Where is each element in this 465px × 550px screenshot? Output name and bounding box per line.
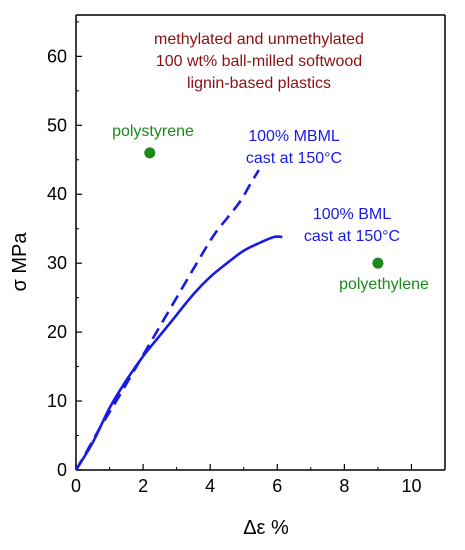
- polyethylene-point: [372, 257, 384, 269]
- reference-points: [144, 147, 384, 269]
- mbml-label-line-1: 100% MBML: [248, 128, 340, 145]
- chart-title-line-2: 100 wt% ball-milled softwood: [156, 53, 362, 70]
- y-tick-label: 60: [47, 46, 67, 66]
- ticks: 0 2 4 6 8 10 0 10 20 30 40 50 60: [47, 21, 421, 496]
- chart-title-line-1: methylated and unmethylated: [154, 31, 364, 48]
- bml-label-line-1: 100% BML: [313, 206, 391, 223]
- x-tick-label: 0: [71, 476, 81, 496]
- y-axis-title: σ MPa: [9, 232, 31, 292]
- x-tick-label: 2: [138, 476, 148, 496]
- y-tick-label: 20: [47, 322, 67, 342]
- mbml-label-line-2: cast at 150°C: [246, 150, 342, 167]
- y-tick-label: 10: [47, 391, 67, 411]
- y-tick-label: 50: [47, 115, 67, 135]
- x-tick-label: 8: [339, 476, 349, 496]
- annotations: methylated and unmethylated 100 wt% ball…: [9, 31, 429, 539]
- x-tick-label: 4: [205, 476, 215, 496]
- bml-solid-curve: [74, 235, 283, 471]
- y-tick-label: 30: [47, 253, 67, 273]
- polystyrene-point: [144, 147, 156, 159]
- x-axis-title: Δε %: [243, 517, 289, 539]
- x-tick-label: 6: [272, 476, 282, 496]
- curves: [74, 169, 283, 471]
- bml-label-line-2: cast at 150°C: [304, 228, 400, 245]
- x-tick-label: 10: [401, 476, 421, 496]
- y-tick-label: 0: [57, 460, 67, 480]
- polyethylene-label: polyethylene: [339, 276, 429, 293]
- y-tick-label: 40: [47, 184, 67, 204]
- polystyrene-label: polystyrene: [112, 123, 194, 140]
- mbml-dashed-curve: [74, 169, 260, 471]
- chart-title-line-3: lignin-based plastics: [187, 75, 331, 92]
